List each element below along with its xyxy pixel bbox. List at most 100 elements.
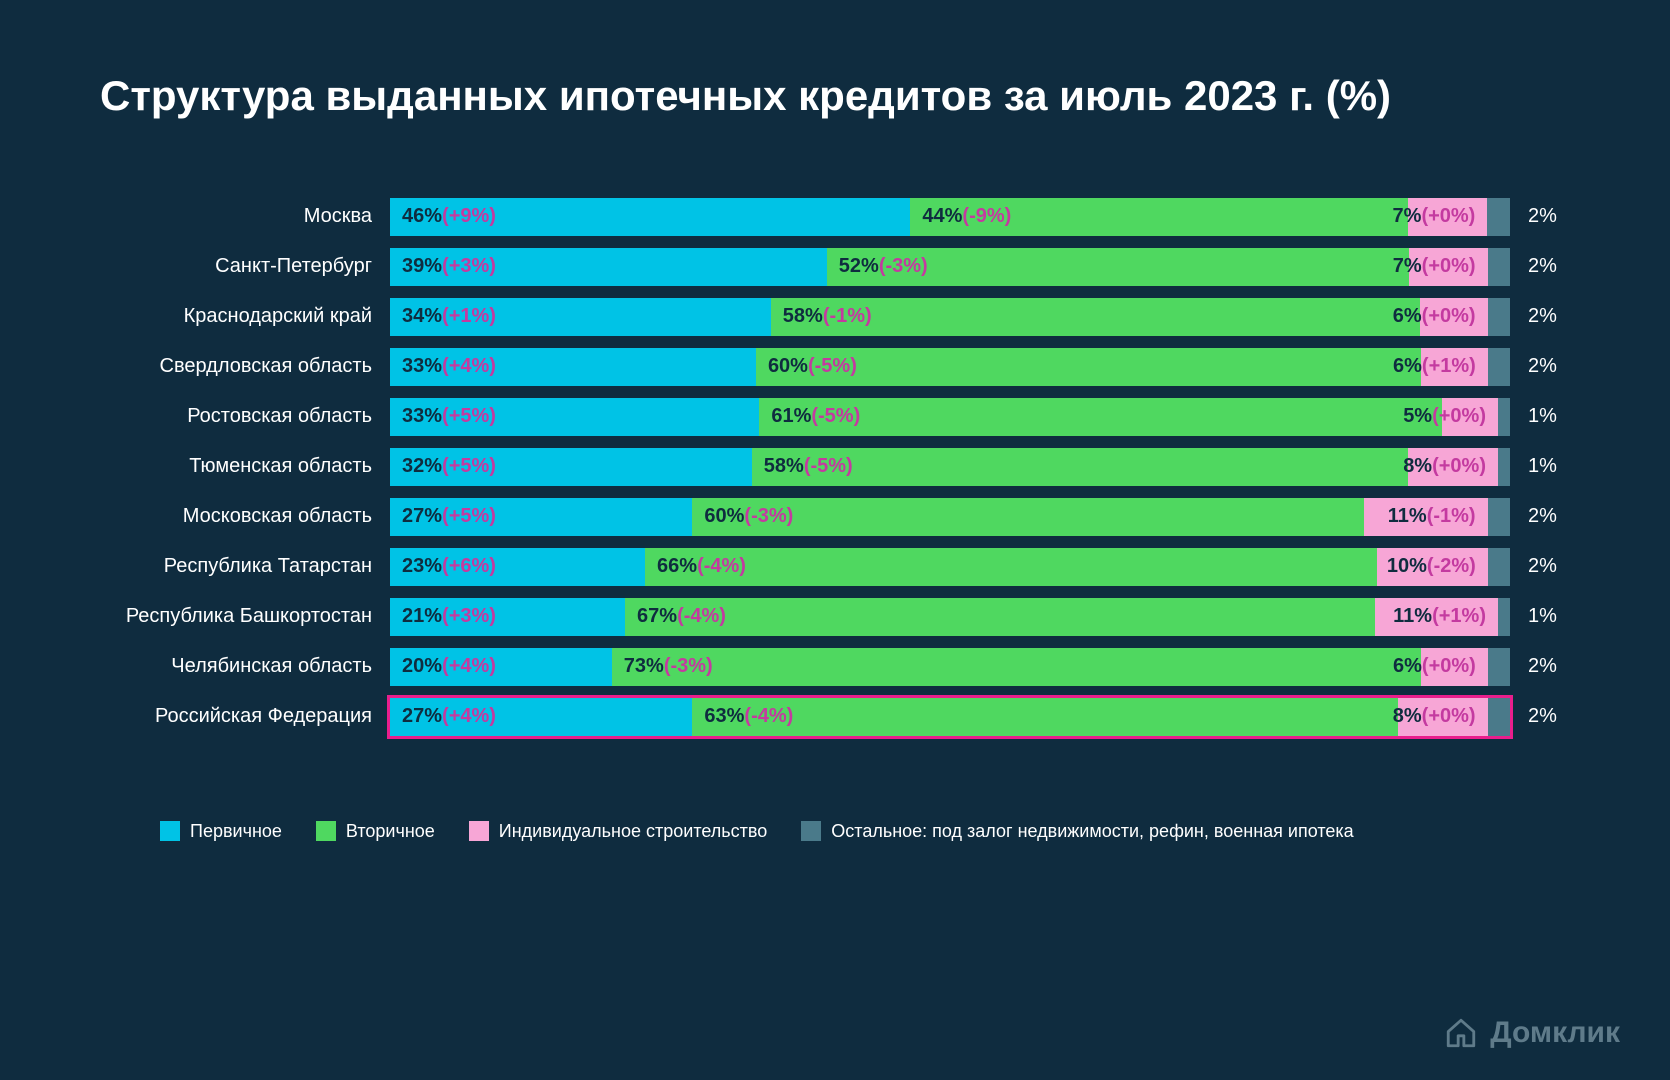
bar-segment-primary: 46% (+9%) [390,198,910,236]
bar-segment-other [1488,548,1510,586]
segment-value: 20% [402,655,442,678]
bar: 32% (+5%)58% (-5%)8% (+0%) [390,448,1510,486]
segment-delta: (+5%) [442,455,496,478]
segment-delta: (+1%) [1422,355,1476,378]
segment-value: 67% [637,605,677,628]
bar: 20% (+4%)73% (-3%)6% (+0%) [390,648,1510,686]
segment-delta: (-1%) [823,305,872,328]
segment-delta: (+1%) [1432,605,1486,628]
bar-segment-primary: 27% (+4%) [390,698,692,736]
bar-segment-secondary: 61% (-5%) [759,398,1442,436]
segment-delta: (-3%) [664,655,713,678]
stacked-bar-chart: Москва46% (+9%)44% (-9%)7% (+0%)2%Санкт-… [100,193,1570,741]
row-other-value: 2% [1510,705,1570,728]
bar: 21% (+3%)67% (-4%)11% (+1%) [390,598,1510,636]
segment-value: 33% [402,405,442,428]
bar-segment-secondary: 63% (-4%) [692,698,1398,736]
segment-value: 34% [402,305,442,328]
row-label: Российская Федерация [100,705,390,728]
bar-row: Краснодарский край34% (+1%)58% (-1%)6% (… [100,293,1570,341]
bar-segment-other [1488,298,1510,336]
bar-segment-individual: 8% (+0%) [1408,448,1499,486]
segment-value: 11% [1393,605,1432,628]
bar-segment-individual: 5% (+0%) [1442,398,1498,436]
row-label: Республика Татарстан [100,555,390,578]
segment-delta: (-5%) [804,455,853,478]
legend-item: Первичное [160,821,282,842]
legend-item: Остальное: под залог недвижимости, рефин… [801,821,1353,842]
row-label: Краснодарский край [100,305,390,328]
bar-segment-individual: 7% (+0%) [1408,198,1487,236]
segment-delta: (+3%) [442,255,496,278]
segment-value: 73% [624,655,664,678]
bar-segment-secondary: 67% (-4%) [625,598,1375,636]
bar: 46% (+9%)44% (-9%)7% (+0%) [390,198,1510,236]
segment-value: 32% [402,455,442,478]
segment-value: 8% [1393,705,1422,728]
bar: 33% (+5%)61% (-5%)5% (+0%) [390,398,1510,436]
bar-segment-other [1498,448,1510,486]
bar-segment-secondary: 44% (-9%) [910,198,1408,236]
row-label: Челябинская область [100,655,390,678]
legend-swatch [160,821,180,841]
bar-segment-other [1498,598,1510,636]
bar-segment-individual: 11% (-1%) [1364,498,1487,536]
bar-segment-individual: 8% (+0%) [1398,698,1488,736]
legend-label: Первичное [190,821,282,842]
legend-item: Индивидуальное строительство [469,821,767,842]
row-label: Москва [100,205,390,228]
row-other-value: 1% [1510,605,1570,628]
row-label: Тюменская область [100,455,390,478]
bar-segment-primary: 33% (+5%) [390,398,759,436]
segment-delta: (+0%) [1432,455,1486,478]
row-other-value: 2% [1510,305,1570,328]
bar: 34% (+1%)58% (-1%)6% (+0%) [390,298,1510,336]
bar-segment-individual: 6% (+0%) [1421,648,1488,686]
bar-segment-secondary: 60% (-3%) [692,498,1364,536]
bar-segment-primary: 21% (+3%) [390,598,625,636]
segment-delta: (+4%) [442,355,496,378]
segment-delta: (+0%) [1422,305,1476,328]
bar-segment-other [1488,348,1510,386]
segment-value: 7% [1393,255,1422,278]
brand-text: Домклик [1490,1016,1620,1050]
bar-row: Республика Татарстан23% (+6%)66% (-4%)10… [100,543,1570,591]
row-other-value: 1% [1510,455,1570,478]
row-label: Московская область [100,505,390,528]
segment-delta: (-4%) [744,705,793,728]
segment-delta: (+0%) [1421,205,1475,228]
bar: 23% (+6%)66% (-4%)10% (-2%) [390,548,1510,586]
segment-value: 21% [402,605,442,628]
house-icon [1444,1016,1478,1050]
bar: 27% (+4%)63% (-4%)8% (+0%) [390,698,1510,736]
segment-delta: (-4%) [697,555,746,578]
bar-row: Ростовская область33% (+5%)61% (-5%)5% (… [100,393,1570,441]
legend-label: Индивидуальное строительство [499,821,767,842]
chart-title: Структура выданных ипотечных кредитов за… [100,70,1570,123]
segment-delta: (+0%) [1432,405,1486,428]
segment-value: 39% [402,255,442,278]
segment-delta: (-2%) [1427,555,1476,578]
segment-value: 23% [402,555,442,578]
segment-value: 33% [402,355,442,378]
bar-segment-primary: 20% (+4%) [390,648,612,686]
segment-value: 27% [402,705,442,728]
bar-segment-secondary: 58% (-1%) [771,298,1421,336]
segment-delta: (+0%) [1422,655,1476,678]
bar-row: Тюменская область32% (+5%)58% (-5%)8% (+… [100,443,1570,491]
segment-value: 6% [1393,355,1422,378]
bar-segment-individual: 11% (+1%) [1375,598,1498,636]
segment-value: 8% [1403,455,1432,478]
legend-swatch [801,821,821,841]
row-label: Ростовская область [100,405,390,428]
bar-segment-secondary: 66% (-4%) [645,548,1377,586]
row-other-value: 2% [1510,505,1570,528]
segment-delta: (+4%) [442,655,496,678]
bar-segment-other [1487,198,1510,236]
segment-value: 11% [1388,505,1427,528]
bar-segment-other [1498,398,1510,436]
bar-segment-individual: 10% (-2%) [1377,548,1488,586]
legend-swatch [316,821,336,841]
bar-row: Свердловская область33% (+4%)60% (-5%)6%… [100,343,1570,391]
bar-segment-secondary: 73% (-3%) [612,648,1422,686]
